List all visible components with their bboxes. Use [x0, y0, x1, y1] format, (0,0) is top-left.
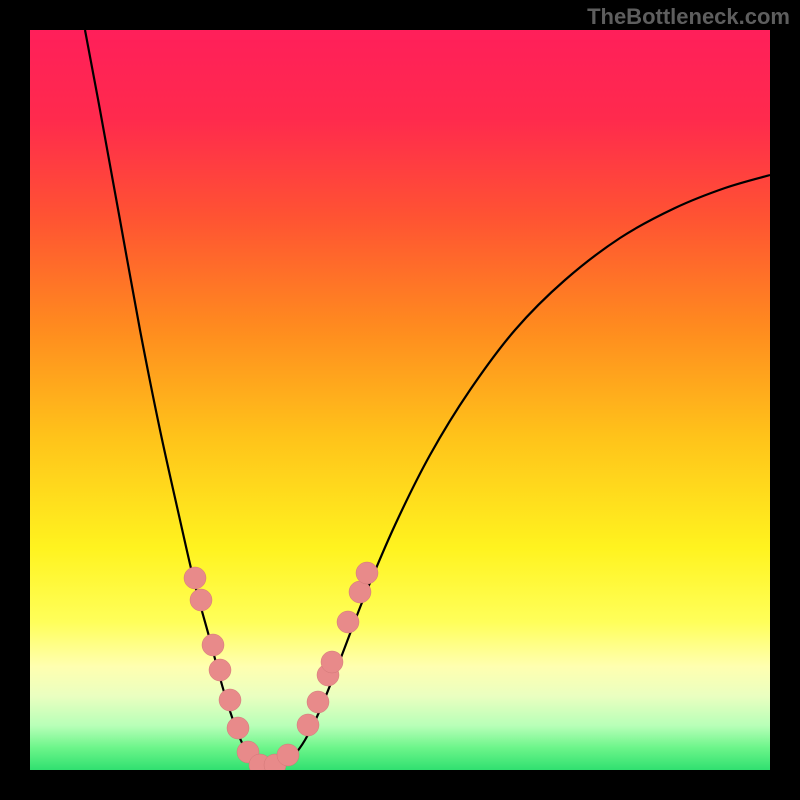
plot-area: [30, 30, 770, 770]
data-marker: [184, 567, 206, 589]
data-marker: [356, 562, 378, 584]
data-marker: [321, 651, 343, 673]
data-marker: [307, 691, 329, 713]
data-marker: [202, 634, 224, 656]
data-marker: [349, 581, 371, 603]
data-marker: [337, 611, 359, 633]
data-marker: [219, 689, 241, 711]
gradient-background: [30, 30, 770, 770]
bottleneck-chart: [30, 30, 770, 770]
data-marker: [190, 589, 212, 611]
watermark-label: TheBottleneck.com: [587, 4, 790, 30]
data-marker: [277, 744, 299, 766]
data-marker: [227, 717, 249, 739]
data-marker: [297, 714, 319, 736]
data-marker: [209, 659, 231, 681]
